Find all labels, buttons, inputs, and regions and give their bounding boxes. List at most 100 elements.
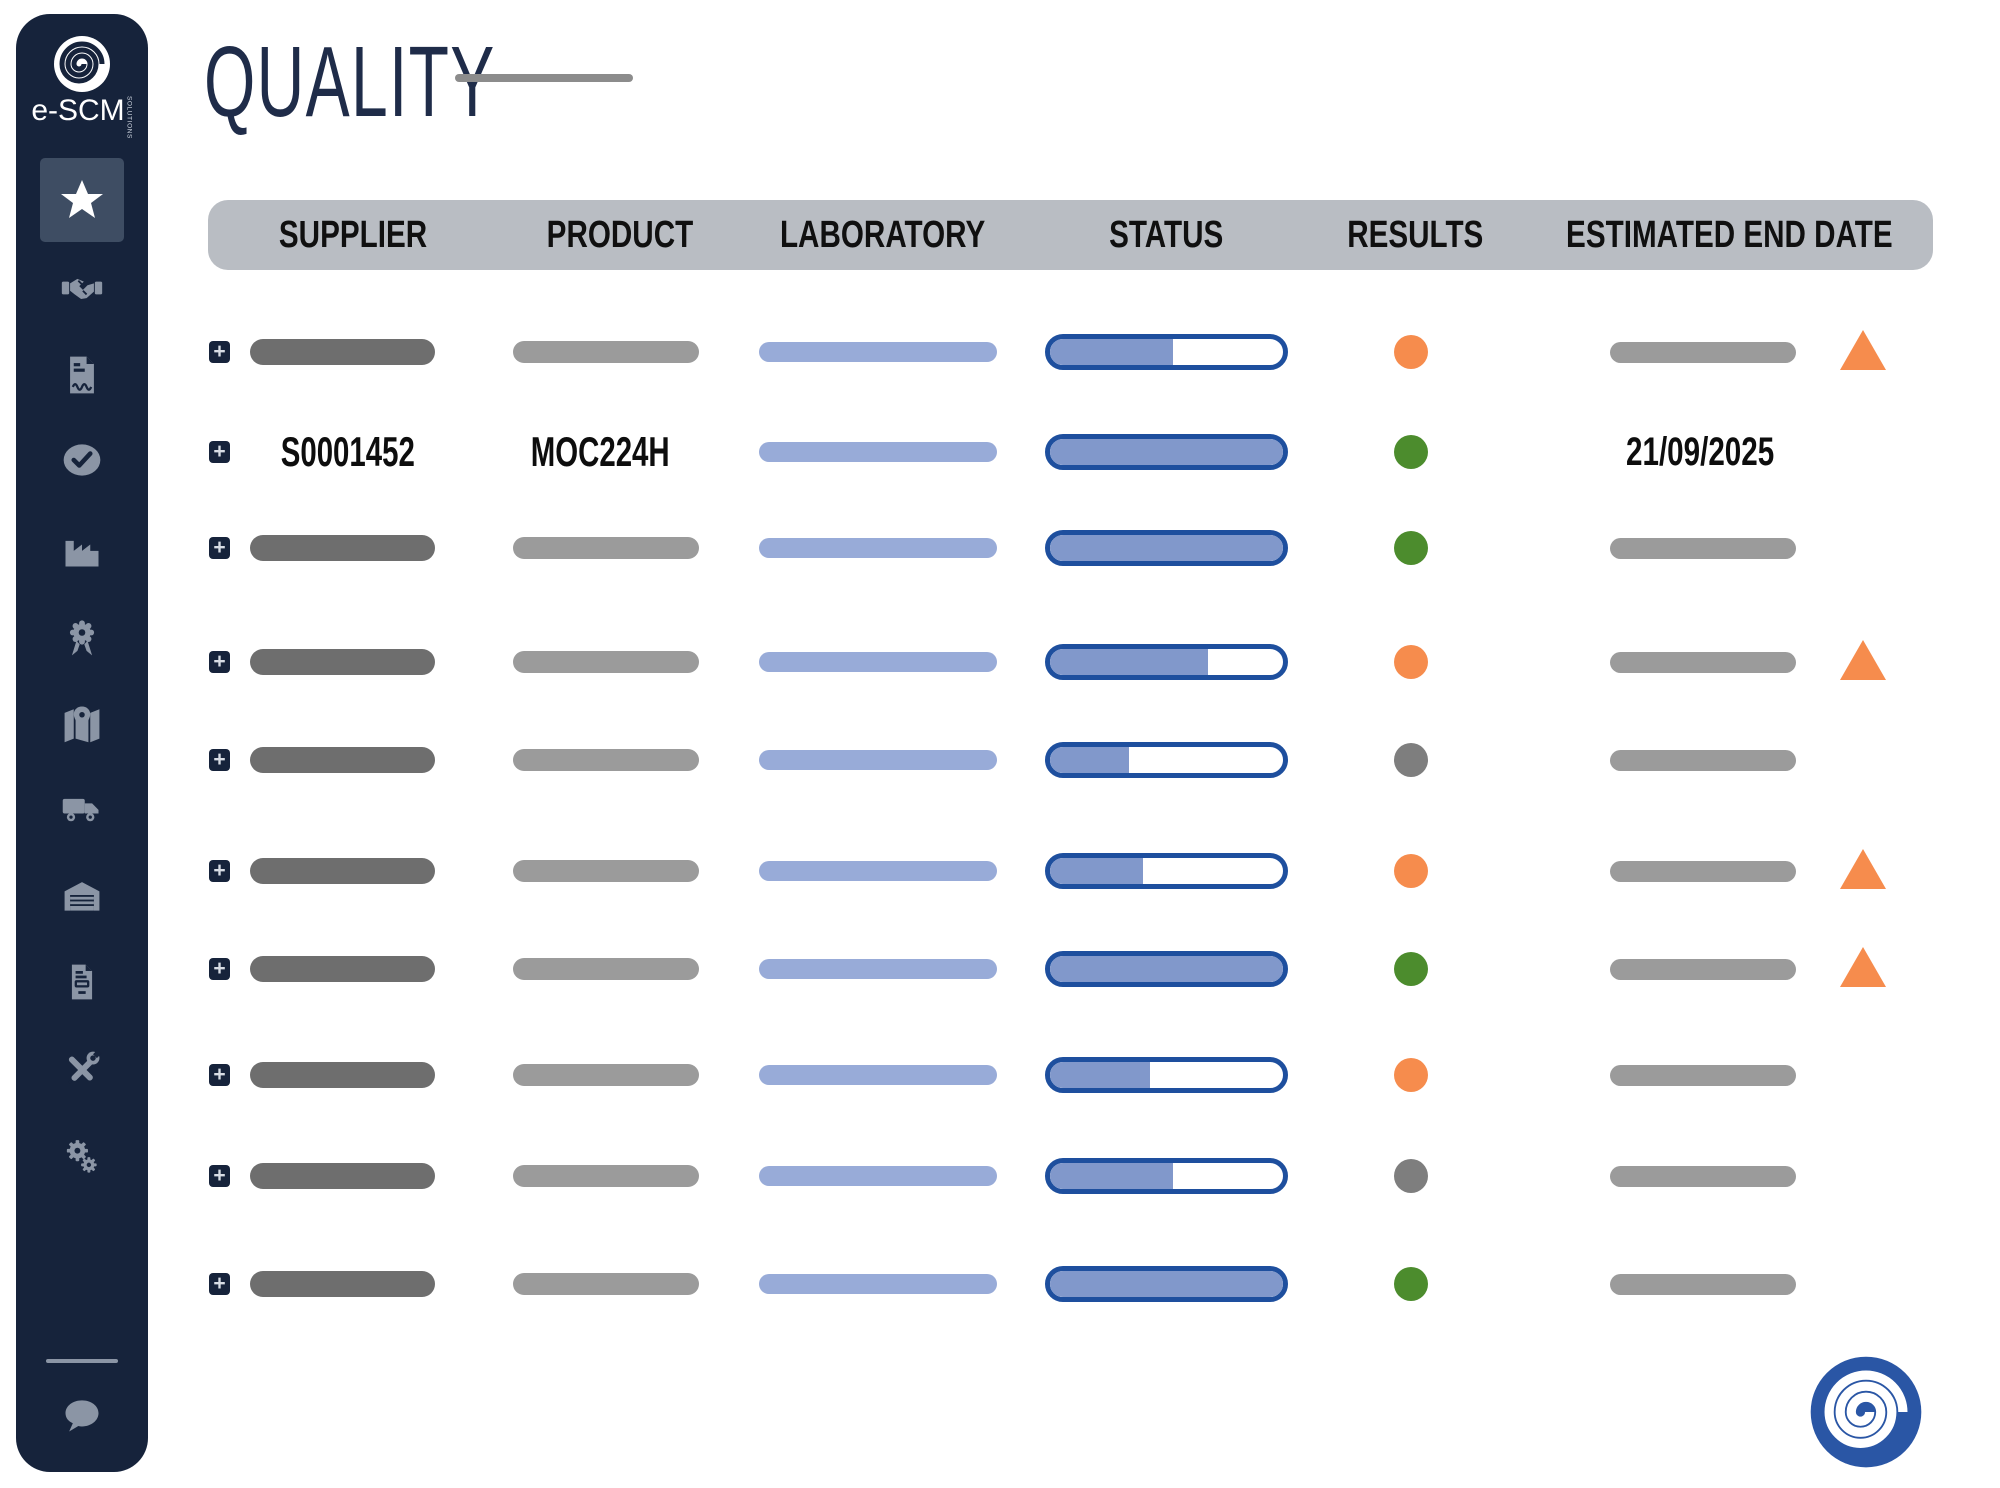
end-date-placeholder-bar bbox=[1610, 1166, 1796, 1187]
page-title: QUALITY bbox=[204, 26, 496, 138]
status-progress-fill bbox=[1050, 956, 1283, 982]
factory-icon bbox=[65, 540, 99, 567]
expand-row-button[interactable]: + bbox=[209, 1064, 230, 1086]
sidebar-item-tools[interactable] bbox=[16, 1038, 148, 1102]
sidebar-item-transport[interactable] bbox=[16, 776, 148, 840]
laboratory-placeholder-bar bbox=[759, 1166, 997, 1186]
sidebar-item-warehouse[interactable] bbox=[16, 863, 148, 927]
product-text: MOC224H bbox=[530, 428, 670, 475]
supplier-placeholder-bar bbox=[250, 956, 435, 982]
laboratory-placeholder-bar bbox=[759, 861, 997, 881]
status-progress-fill bbox=[1050, 1271, 1283, 1297]
product-placeholder-bar bbox=[513, 1165, 699, 1187]
product-placeholder-bar bbox=[513, 1273, 699, 1295]
table-row: + bbox=[0, 302, 2000, 402]
table-row: + bbox=[0, 821, 2000, 921]
supplier-placeholder-bar bbox=[250, 339, 435, 365]
column-header-laboratory: LABORATORY bbox=[780, 213, 986, 256]
supplier-placeholder-bar bbox=[250, 858, 435, 884]
laboratory-placeholder-bar bbox=[759, 652, 997, 672]
alert-triangle-icon bbox=[1840, 640, 1886, 680]
status-progress bbox=[1045, 434, 1288, 470]
result-indicator bbox=[1394, 531, 1428, 565]
sidebar-item-documents[interactable] bbox=[16, 950, 148, 1014]
status-progress bbox=[1045, 334, 1288, 370]
document-signature-icon bbox=[70, 356, 94, 394]
alert-triangle-icon bbox=[1840, 849, 1886, 889]
product-cell: MOC224H bbox=[495, 402, 705, 502]
handshake-icon bbox=[61, 278, 103, 299]
sidebar-item-favorites[interactable] bbox=[40, 158, 124, 242]
result-indicator bbox=[1394, 1159, 1428, 1193]
sidebar-item-chat[interactable] bbox=[16, 1383, 148, 1447]
chat-icon bbox=[65, 1400, 99, 1432]
table-row: + bbox=[0, 612, 2000, 712]
sidebar-item-map[interactable] bbox=[16, 691, 148, 755]
sidebar-divider bbox=[46, 1359, 118, 1363]
product-placeholder-bar bbox=[513, 860, 699, 882]
table-header-bar bbox=[208, 200, 1933, 270]
table-row: + bbox=[0, 1025, 2000, 1125]
laboratory-placeholder-bar bbox=[759, 1065, 997, 1085]
escm-logo-icon bbox=[54, 36, 110, 92]
sidebar-item-settings[interactable] bbox=[16, 1126, 148, 1190]
laboratory-placeholder-bar bbox=[759, 959, 997, 979]
star-icon bbox=[61, 180, 103, 218]
expand-row-button[interactable]: + bbox=[209, 537, 230, 559]
laboratory-placeholder-bar bbox=[759, 538, 997, 558]
expand-row-button[interactable]: + bbox=[209, 860, 230, 882]
status-progress-fill bbox=[1050, 1062, 1151, 1088]
product-placeholder-bar bbox=[513, 341, 699, 363]
result-indicator bbox=[1394, 854, 1428, 888]
sidebar-item-contracts[interactable] bbox=[16, 343, 148, 407]
table-row: + S0001452 MOC224H 21/09/2025 bbox=[0, 402, 2000, 502]
check-circle-icon bbox=[63, 444, 101, 476]
expand-row-button[interactable]: + bbox=[209, 1273, 230, 1295]
status-progress-fill bbox=[1050, 858, 1144, 884]
tools-icon bbox=[68, 1049, 102, 1084]
warehouse-icon bbox=[64, 882, 100, 911]
supplier-placeholder-bar bbox=[250, 535, 435, 561]
expand-row-button[interactable]: + bbox=[209, 1165, 230, 1187]
end-date-placeholder-bar bbox=[1610, 1065, 1796, 1086]
status-progress-fill bbox=[1050, 1163, 1174, 1189]
status-progress bbox=[1045, 1057, 1288, 1093]
column-header-status: STATUS bbox=[1108, 213, 1224, 256]
expand-row-button[interactable]: + bbox=[209, 651, 230, 673]
laboratory-placeholder-bar bbox=[759, 1274, 997, 1294]
expand-row-button[interactable]: + bbox=[209, 958, 230, 980]
column-header-product: PRODUCT bbox=[546, 213, 694, 256]
laboratory-placeholder-bar bbox=[759, 750, 997, 770]
status-progress bbox=[1045, 530, 1288, 566]
laboratory-placeholder-bar bbox=[759, 442, 997, 462]
end-date-text: 21/09/2025 bbox=[1625, 429, 1775, 474]
status-progress bbox=[1045, 1266, 1288, 1302]
sidebar: e-SCMSOLUTIONS bbox=[16, 14, 148, 1472]
brand-name: e-SCM bbox=[31, 94, 125, 127]
end-date-placeholder-bar bbox=[1610, 652, 1796, 673]
status-progress bbox=[1045, 644, 1288, 680]
table-row: + bbox=[0, 498, 2000, 598]
map-pin-icon bbox=[64, 706, 100, 743]
expand-row-button[interactable]: + bbox=[209, 341, 230, 363]
supplier-placeholder-bar bbox=[250, 1062, 435, 1088]
product-placeholder-bar bbox=[513, 958, 699, 980]
alert-triangle-icon bbox=[1840, 947, 1886, 987]
table-row: + bbox=[0, 710, 2000, 810]
sidebar-item-partners[interactable] bbox=[16, 256, 148, 320]
table-row: + bbox=[0, 1126, 2000, 1226]
escm-corner-logo-icon bbox=[1810, 1356, 1922, 1468]
product-placeholder-bar bbox=[513, 537, 699, 559]
result-indicator bbox=[1394, 1267, 1428, 1301]
sidebar-item-quality[interactable] bbox=[16, 606, 148, 670]
sidebar-item-production[interactable] bbox=[16, 518, 148, 582]
result-indicator bbox=[1394, 743, 1428, 777]
alert-triangle-icon bbox=[1840, 330, 1886, 370]
expand-row-button[interactable]: + bbox=[209, 749, 230, 771]
brand-wordmark: e-SCMSOLUTIONS bbox=[16, 94, 148, 139]
expand-row-button[interactable]: + bbox=[209, 441, 230, 463]
sidebar-item-approvals[interactable] bbox=[16, 428, 148, 492]
column-header-results: RESULTS bbox=[1346, 213, 1484, 256]
supplier-placeholder-bar bbox=[250, 747, 435, 773]
